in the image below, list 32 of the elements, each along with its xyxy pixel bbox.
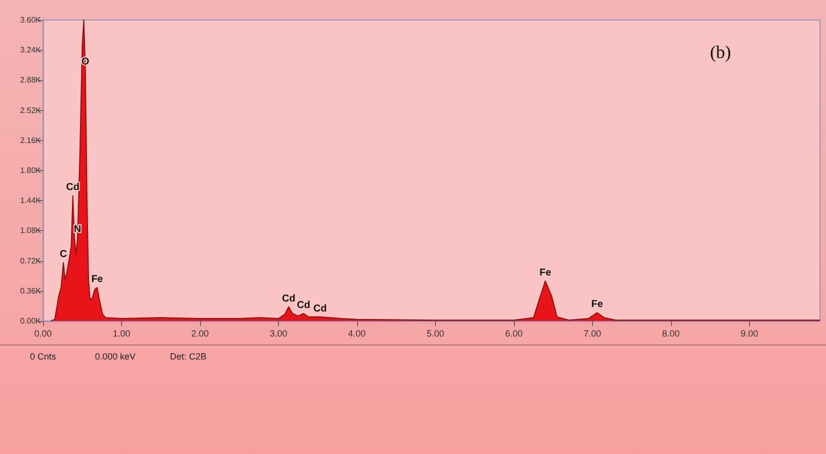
x-tick-label: 1.00 [112, 328, 130, 338]
text: 0 Cnts [30, 352, 57, 362]
annotation: Cd [282, 293, 296, 304]
y-tick-label: 3.60K [20, 16, 42, 24]
annotation: C [60, 248, 68, 260]
y-tick-label: 1.44K [20, 196, 42, 206]
y-tick-label: 0.72K [20, 256, 42, 266]
text: 0.000 keV [95, 352, 136, 362]
x-tick-label: 8.00 [662, 328, 680, 338]
x-tick-label: 2.00 [191, 328, 209, 338]
y-tick-label: 2.52K [20, 106, 42, 115]
y-tick-label: 1.80K [20, 166, 42, 175]
y-tick-label: 0.00K [20, 316, 42, 326]
y-tick-label: 0.36K [20, 286, 42, 296]
x-tick-label: 6.00 [505, 328, 523, 338]
x-tick-label: 9.00 [740, 328, 758, 338]
y-tick-label: 2.16K [20, 136, 42, 145]
y-tick-label: 3.24K [20, 46, 42, 55]
x-tick-label: 0.00 [34, 328, 52, 338]
y-tick-label: 1.08K [20, 226, 42, 236]
text: (b) [710, 42, 732, 62]
x-tick-label: 5.00 [426, 328, 444, 338]
annotation: Fe [91, 274, 104, 286]
annotation: Cd [296, 300, 310, 311]
x-tick-label: 4.00 [348, 328, 366, 338]
text: Det: C2B [170, 352, 207, 362]
annotation: Fe [539, 267, 552, 278]
x-tick-label: 3.00 [270, 328, 288, 338]
x-tick-label: 7.00 [584, 328, 602, 338]
y-tick-label: 2.88K [20, 76, 42, 85]
annotation: Cd [313, 303, 327, 314]
annotation: Fe [591, 299, 604, 310]
